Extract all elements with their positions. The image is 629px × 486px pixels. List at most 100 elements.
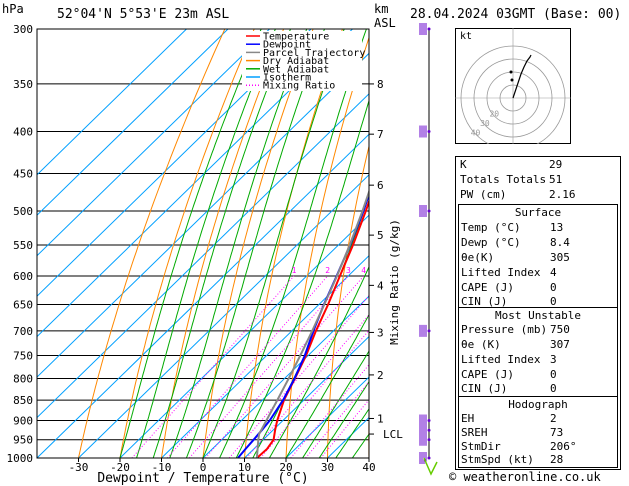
- dry-adiabat: [409, 29, 460, 458]
- isotherm-line: [78, 174, 369, 458]
- index-value: 4: [550, 266, 557, 279]
- wind-barb: [419, 324, 427, 337]
- wind-barb-dot: [427, 418, 431, 422]
- mu-row: CAPE (J) 0: [461, 368, 613, 383]
- x-tick-label: 40: [362, 461, 375, 474]
- most-unstable-section: Most Unstable Pressure (mb) 750 θe (K) 307…: [458, 307, 618, 397]
- index-key: CIN (J): [461, 295, 508, 308]
- mixing-ratio-label: 1: [292, 266, 297, 275]
- wind-barb-dot: [427, 329, 431, 333]
- x-tick-label: -30: [69, 461, 89, 474]
- wind-barb-dot: [427, 456, 431, 460]
- wet-adiabat: [335, 408, 369, 458]
- legend-box: [242, 31, 362, 91]
- dry-adiabat: [78, 29, 226, 458]
- index-value: 73: [550, 426, 564, 439]
- wind-barb-dot: [427, 130, 431, 134]
- wind-barb: [419, 433, 427, 446]
- wet-adiabat: [202, 29, 345, 458]
- wind-barb: [419, 205, 427, 218]
- surface-row: Dewp (°C) 8.4: [461, 236, 613, 251]
- height-tick-label: 1: [377, 412, 384, 425]
- pressure-tick-label: 450: [13, 167, 33, 180]
- height-tick-label: 3: [377, 326, 384, 339]
- wet-adiabat: [219, 29, 367, 458]
- mixing-ratio-label: 2: [325, 266, 330, 275]
- index-value: 13: [550, 221, 564, 234]
- pressure-tick-label: 400: [13, 126, 33, 139]
- height-tick-label: 6: [377, 179, 384, 192]
- isotherm-line: [244, 335, 369, 458]
- forecast-datetime: 28.04.2024 03GMT (Base: 00): [410, 7, 622, 22]
- hodo-row: StmSpd (kt) 28: [461, 453, 613, 468]
- legend-entry: Parcel Trajectory: [263, 48, 365, 59]
- isotherm-line: [37, 29, 187, 176]
- isotherm-line: [37, 133, 369, 458]
- index-value: 3: [550, 353, 557, 366]
- index-key: Dewp (°C): [461, 236, 521, 249]
- legend-entry: Temperature: [263, 32, 329, 43]
- pressure-tick-label: 750: [13, 349, 33, 362]
- station-location: 52°04'N 5°53'E 23m ASL: [57, 7, 230, 22]
- hodograph-trace: [512, 54, 532, 99]
- x-tick-label: 10: [238, 461, 251, 474]
- copyright: © weatheronline.co.uk: [449, 470, 601, 484]
- wet-adiabat: [268, 265, 369, 458]
- x-tick-label: 30: [321, 461, 334, 474]
- wet-adiabat: [136, 29, 276, 458]
- index-key: StmDir: [461, 440, 501, 453]
- isotherm-line: [202, 295, 369, 458]
- surface-title: Surface: [514, 206, 562, 219]
- wet-adiabat: [152, 29, 291, 458]
- surface-row: CAPE (J) 0: [461, 281, 613, 296]
- isotherm-line: [37, 29, 312, 297]
- mu-row: Pressure (mb) 750: [461, 323, 613, 338]
- isotherm-line: [161, 254, 369, 458]
- lcl-label: LCL: [383, 428, 403, 441]
- index-row-totals: Totals Totals 51: [460, 173, 616, 188]
- index-key: EH: [461, 412, 475, 425]
- pressure-tick-label: 350: [13, 78, 33, 91]
- dry-adiabat: [202, 29, 314, 458]
- index-row-k: K 29: [460, 158, 616, 173]
- pressure-tick-label: 300: [13, 23, 33, 36]
- index-key: Temp (°C): [461, 221, 521, 234]
- index-value: 307: [550, 338, 570, 351]
- pressure-tick-label: 500: [13, 205, 33, 218]
- index-key: SREH: [461, 426, 488, 439]
- hodo-row: SREH 73: [461, 426, 613, 441]
- mixing-ratio-line: [189, 275, 349, 458]
- dry-adiabat: [244, 29, 343, 458]
- surface-row: CIN (J) 0: [461, 295, 613, 310]
- index-key: CIN (J): [461, 382, 508, 395]
- dry-adiabat: [327, 144, 369, 458]
- mu-row: CIN (J) 0: [461, 382, 613, 397]
- wind-barb: [419, 125, 427, 138]
- legend-entry: Mixing Ratio: [263, 81, 335, 92]
- mu-row: θe (K) 307: [461, 338, 613, 353]
- pressure-tick-label: 950: [13, 434, 33, 447]
- surface-row: θe(K) 305: [461, 251, 613, 266]
- legend-entry: Dewpoint: [263, 40, 311, 51]
- most-unstable-title: Most Unstable: [494, 309, 582, 322]
- wind-barb-dot: [427, 428, 431, 432]
- height-tick-label: 4: [377, 279, 384, 292]
- index-value: 750: [550, 323, 570, 336]
- dry-adiabat: [161, 29, 285, 458]
- mixing-ratio-label: 4: [361, 266, 366, 275]
- wind-barb: [419, 424, 427, 437]
- index-key: Totals Totals: [460, 173, 547, 186]
- pressure-tick-label: 850: [13, 394, 33, 407]
- wind-barb: [419, 23, 427, 35]
- hodograph-ring-label: 30: [480, 119, 490, 128]
- x-tick-label: -10: [152, 461, 172, 474]
- pressure-tick-label: 700: [13, 325, 33, 338]
- index-key: StmSpd (kt): [461, 453, 534, 466]
- height-tick-label: 5: [377, 229, 384, 242]
- hodograph-title: Hodograph: [508, 398, 568, 411]
- mixing-ratio-line: [228, 294, 369, 458]
- isotherm-line: [37, 29, 270, 257]
- index-value: 305: [550, 251, 570, 264]
